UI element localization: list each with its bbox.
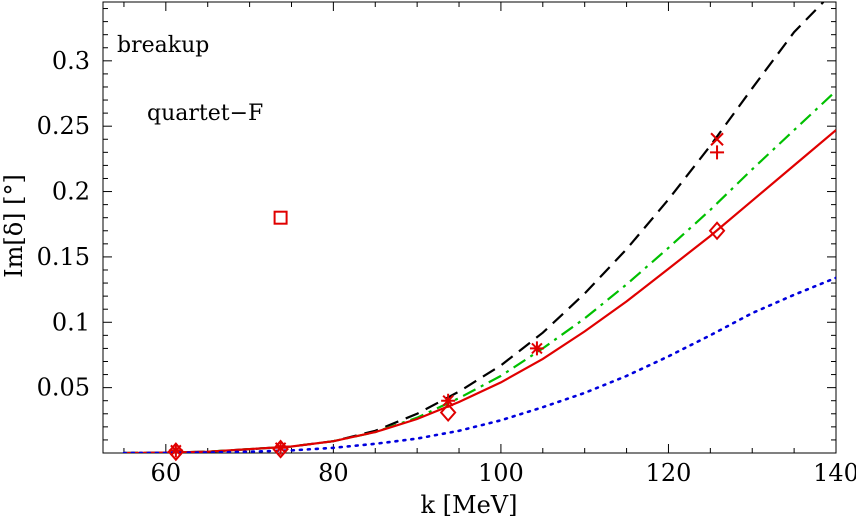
y-tick-label: 0.3 [52, 47, 90, 75]
series-line-dotted [122, 276, 836, 453]
y-tick-label: 0.05 [37, 374, 90, 402]
marker-star [529, 341, 544, 356]
marker-square [273, 210, 288, 225]
marker-layer [167, 132, 726, 462]
series-line-dashdot [123, 90, 836, 453]
annotation-quartet-f: quartet−F [147, 101, 263, 126]
marker-star [273, 440, 288, 455]
y-axis-label: Im[δ] [°] [0, 174, 28, 278]
marker-diamond [272, 439, 289, 459]
marker-star [168, 443, 183, 458]
x-tick-label: 100 [478, 459, 524, 487]
marker-plus [710, 145, 725, 160]
y-tick-label: 0.25 [37, 112, 90, 140]
y-tick-label: 0.15 [37, 243, 90, 271]
x-tick-label: 120 [646, 459, 692, 487]
y-tick-label: 0.2 [52, 178, 90, 206]
marker-cross [710, 132, 724, 146]
x-axis-label: k [MeV] [420, 491, 517, 519]
plot-frame [102, 1, 837, 454]
annotation-breakup: breakup [117, 33, 209, 58]
marker-diamond [708, 221, 726, 241]
x-tick-label: 80 [318, 459, 349, 487]
marker-diamond [439, 402, 457, 422]
series-line-dashed [123, 2, 825, 453]
marker-star [441, 393, 456, 408]
x-tick-label: 140 [813, 459, 856, 487]
marker-diamond [167, 442, 185, 462]
x-tick-label: 60 [151, 459, 182, 487]
series-line-solid [123, 129, 836, 453]
y-tick-label: 0.1 [52, 308, 90, 336]
ticks: 60 80 100 120 140 0.05 0.1 0.15 0.2 0.25 0.3 [37, 2, 856, 487]
series-layer [122, 2, 836, 453]
